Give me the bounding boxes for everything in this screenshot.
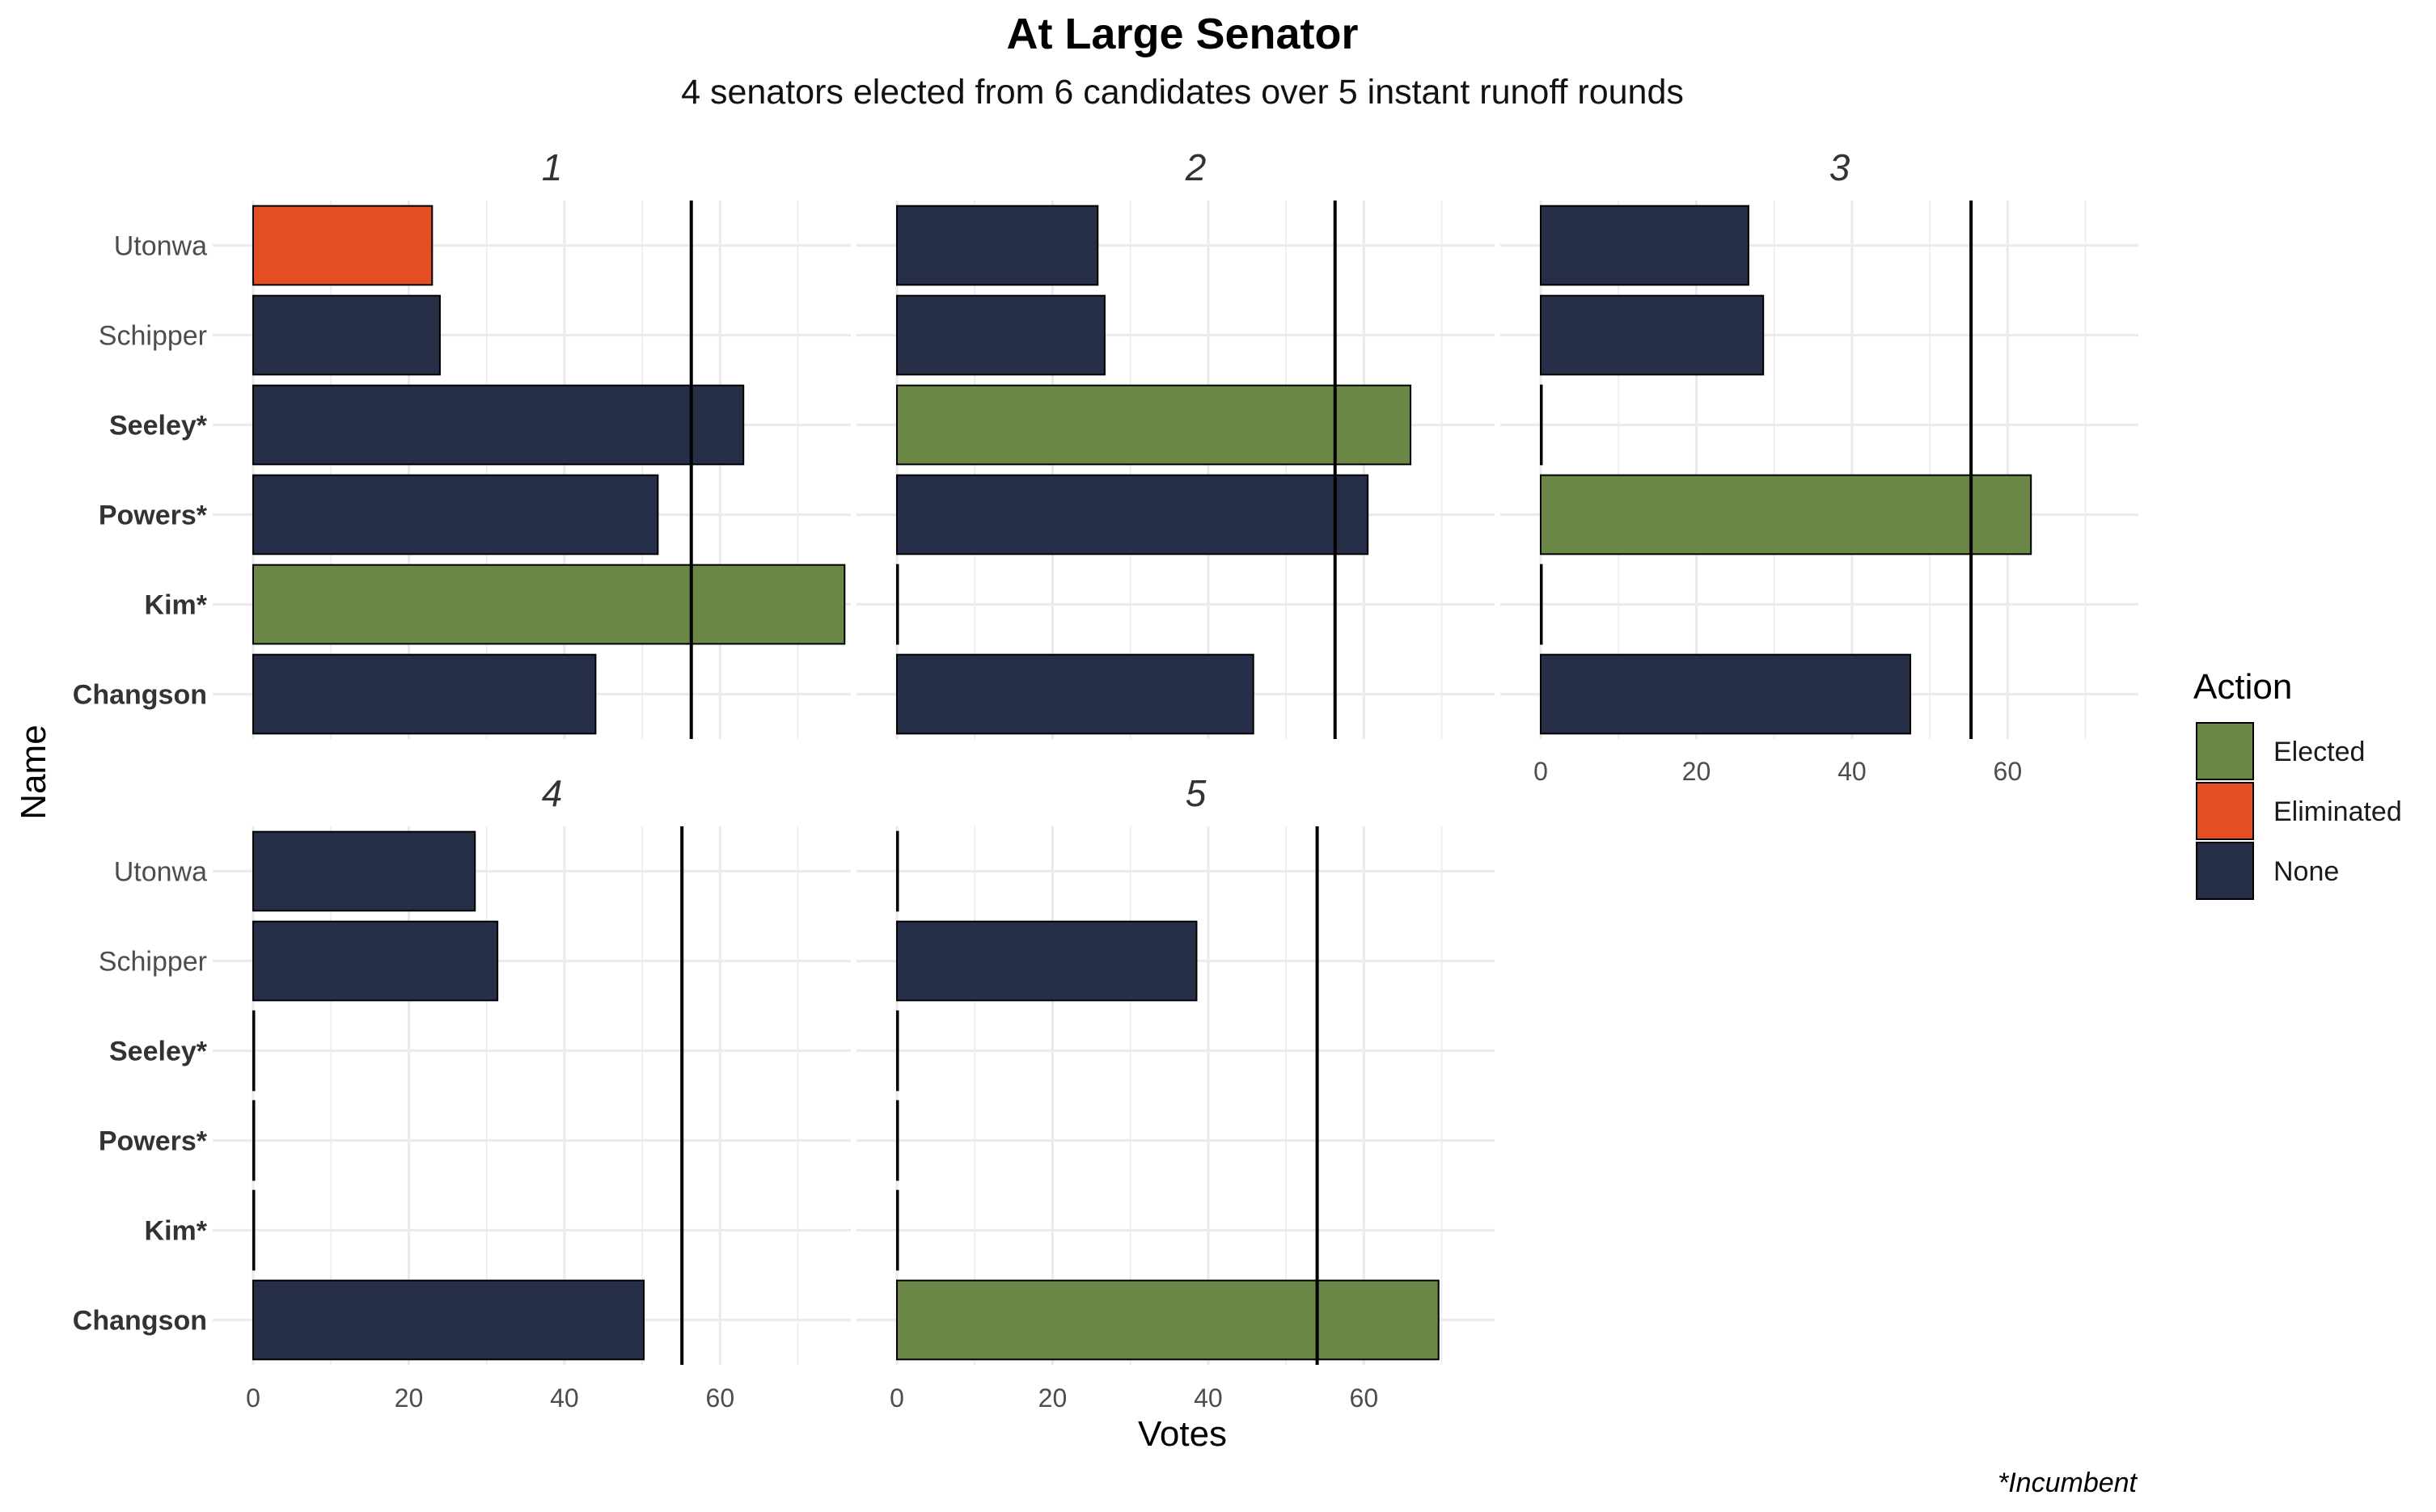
chart-subtitle: 4 senators elected from 6 candidates ove… bbox=[681, 73, 1684, 112]
y-tick-label: Kim* bbox=[145, 1216, 208, 1247]
bar-schipper bbox=[252, 294, 441, 376]
bar-kim bbox=[252, 1189, 256, 1271]
legend-label-eliminated: Eliminated bbox=[2273, 796, 2402, 827]
bar-seeley bbox=[896, 1010, 899, 1092]
bar-seeley bbox=[1540, 384, 1543, 466]
panel-label-4: 4 bbox=[542, 772, 563, 814]
panel-4: 4 Utonwa Schipper Seeley* Powers* Kim* Changso… bbox=[73, 772, 851, 1413]
bar-utonwa bbox=[252, 205, 433, 286]
bar-changson bbox=[252, 1279, 645, 1361]
y-tick-label: Powers* bbox=[99, 500, 208, 531]
bar-changson bbox=[896, 653, 1254, 735]
bar-changson bbox=[1540, 653, 1912, 735]
panel-5: 5 0 20 40 60 bbox=[856, 772, 1495, 1413]
bar-seeley bbox=[252, 1010, 256, 1092]
panel-label-1: 1 bbox=[542, 146, 563, 188]
x-tick-label: 20 bbox=[1038, 1383, 1068, 1413]
x-axis-title: Votes bbox=[1138, 1414, 1227, 1454]
x-tick-label: 40 bbox=[1838, 757, 1867, 786]
y-tick-label: Schipper bbox=[99, 947, 207, 978]
panel-3: 3 0 20 40 60 bbox=[1500, 146, 2138, 786]
bar-schipper bbox=[896, 294, 1106, 376]
x-tick-label: 0 bbox=[1533, 757, 1548, 786]
y-tick-label: Kim* bbox=[145, 590, 208, 621]
legend-title: Action bbox=[2193, 667, 2292, 707]
bar-changson bbox=[896, 1279, 1440, 1361]
legend-label-none: None bbox=[2273, 856, 2339, 887]
bar-seeley bbox=[896, 384, 1412, 466]
x-tick-label: 20 bbox=[395, 1383, 424, 1413]
legend-key-elected bbox=[2196, 722, 2254, 780]
bar-powers bbox=[252, 474, 659, 555]
bar-powers bbox=[896, 1100, 899, 1181]
y-axis-title: Name bbox=[14, 724, 53, 819]
chart-title: At Large Senator bbox=[1006, 10, 1358, 58]
bar-utonwa bbox=[896, 830, 899, 912]
bar-kim bbox=[252, 564, 846, 645]
x-tick-label: 0 bbox=[246, 1383, 260, 1413]
bar-schipper bbox=[1540, 294, 1765, 376]
bar-utonwa bbox=[1540, 205, 1749, 286]
y-tick-label: Powers* bbox=[99, 1126, 208, 1157]
bar-schipper bbox=[252, 920, 499, 1002]
bar-changson bbox=[252, 653, 597, 735]
bar-schipper bbox=[896, 920, 1198, 1002]
y-tick-label: Changson bbox=[73, 1306, 207, 1337]
panel-2: 2 bbox=[856, 146, 1495, 739]
x-tick-label: 20 bbox=[1682, 757, 1711, 786]
panel-label-2: 2 bbox=[1185, 146, 1207, 188]
legend: Action Elected Eliminated None bbox=[2193, 667, 2402, 900]
bar-utonwa bbox=[896, 205, 1099, 286]
bar-kim bbox=[896, 564, 899, 645]
bar-powers bbox=[1540, 474, 2032, 555]
y-tick-label: Schipper bbox=[99, 321, 207, 352]
bar-utonwa bbox=[252, 830, 476, 912]
caption: *Incumbent bbox=[1998, 1468, 2138, 1498]
x-tick-label: 0 bbox=[890, 1383, 904, 1413]
x-tick-label: 60 bbox=[1350, 1383, 1379, 1413]
bar-kim bbox=[1540, 564, 1543, 645]
y-tick-label: Seeley* bbox=[109, 1037, 208, 1067]
y-tick-label: Utonwa bbox=[114, 231, 207, 262]
x-tick-label: 40 bbox=[550, 1383, 579, 1413]
legend-key-none bbox=[2196, 842, 2254, 900]
bar-kim bbox=[896, 1189, 899, 1271]
facet-panels: 1 Utonwa Schipper Seeley* Powers* Kim* Changso… bbox=[73, 146, 2138, 1413]
x-tick-label: 60 bbox=[706, 1383, 735, 1413]
legend-label-elected: Elected bbox=[2273, 737, 2365, 767]
bar-seeley bbox=[252, 384, 745, 466]
y-tick-label: Seeley* bbox=[109, 411, 208, 441]
y-tick-label: Utonwa bbox=[114, 857, 207, 888]
y-tick-label: Changson bbox=[73, 680, 207, 711]
legend-key-eliminated bbox=[2196, 782, 2254, 840]
panel-label-5: 5 bbox=[1186, 772, 1207, 814]
bar-powers bbox=[252, 1100, 256, 1181]
panel-label-3: 3 bbox=[1829, 146, 1850, 188]
panel-1: 1 Utonwa Schipper Seeley* Powers* Kim* Changso… bbox=[73, 146, 851, 739]
x-tick-label: 40 bbox=[1194, 1383, 1223, 1413]
bar-powers bbox=[896, 474, 1369, 555]
x-tick-label: 60 bbox=[1994, 757, 2023, 786]
